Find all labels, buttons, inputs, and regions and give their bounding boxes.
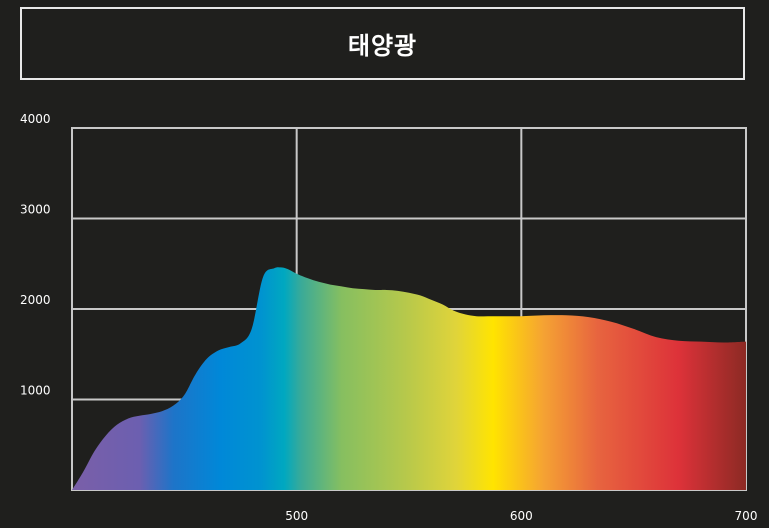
title-box: 태양광 bbox=[20, 7, 745, 80]
y-tick-label-4000: 4000 bbox=[20, 112, 51, 126]
spectrum-area bbox=[72, 267, 746, 490]
y-tick-label-3000: 3000 bbox=[20, 203, 51, 217]
x-tick-label-500: 500 bbox=[285, 509, 308, 523]
y-tick-label-1000: 1000 bbox=[20, 384, 51, 398]
x-tick-label-600: 600 bbox=[510, 509, 533, 523]
x-tick-label-700: 700 bbox=[735, 509, 758, 523]
y-tick-label-2000: 2000 bbox=[20, 293, 51, 307]
chart-title: 태양광 bbox=[347, 32, 418, 60]
